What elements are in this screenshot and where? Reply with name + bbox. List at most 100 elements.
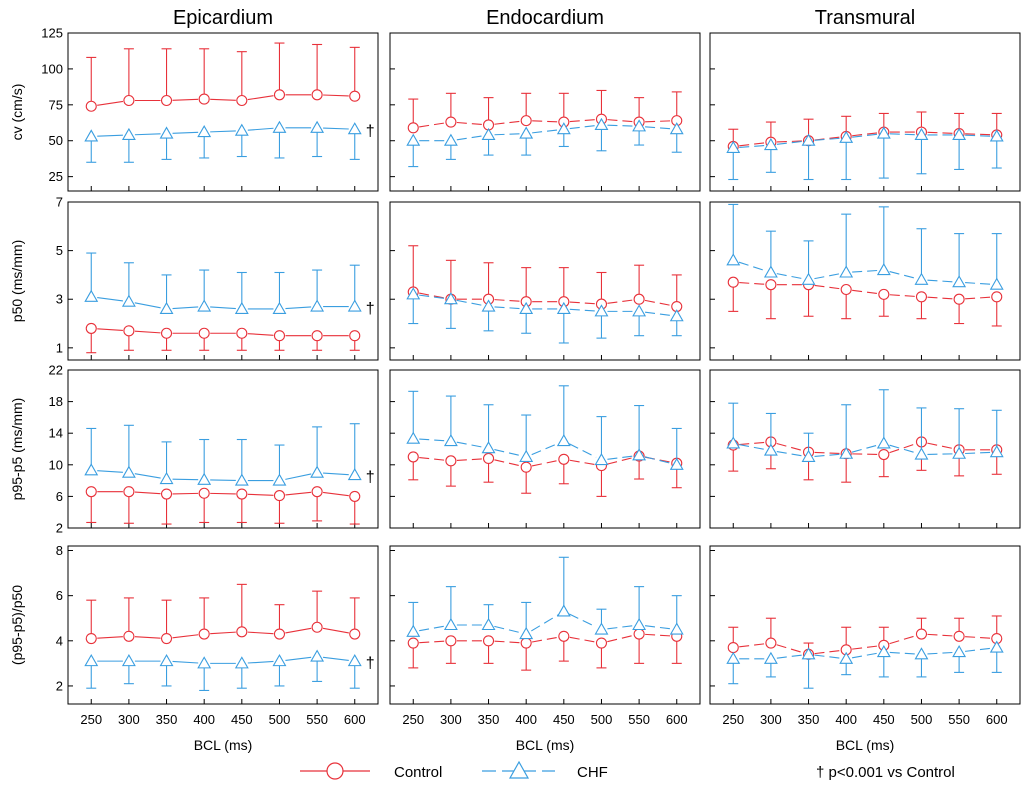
chf-point [84,289,99,302]
chf-point [876,262,891,276]
chf-line [285,306,312,310]
chf-line [814,137,841,141]
control-point [840,283,852,296]
control-point [160,327,173,339]
legend-chf-label: CHF [577,764,608,781]
chf-point [159,471,174,485]
y-tick-label: 22 [49,363,63,378]
chf-point [347,122,362,135]
panel [389,545,701,705]
y-tick-label: 10 [49,457,63,472]
chf-point [726,436,741,449]
chf-point [159,126,174,139]
control-line [965,133,991,136]
chf-line [285,656,312,661]
legend-control-marker [326,762,344,780]
y-tick-label: 14 [49,426,63,441]
chf-point [632,448,647,461]
control-line [210,631,236,635]
control-point [558,453,570,465]
panel-frame [709,545,1021,705]
control-point [482,452,495,465]
control-line [419,640,445,644]
control-line [172,492,199,495]
legend-chf-marker [508,760,530,779]
control-line [569,636,596,643]
control-point [953,293,965,305]
control-point [520,115,532,127]
chf-line [852,133,878,138]
control-point [236,488,248,500]
x-tick-label: 250 [402,712,424,727]
chf-point [801,133,816,146]
chf-line [607,124,634,127]
y-axis-label: (p95-p5)/p50 [9,585,25,665]
y-tick-label: 5 [56,243,63,258]
chf-line [531,614,559,632]
chf-line [323,472,349,476]
chf-point [914,272,929,285]
chf-point [272,120,287,133]
chf-line [644,456,672,464]
panel-frame [67,545,379,705]
chf-line [134,133,161,136]
chf-point [726,253,741,266]
chf-point [876,436,891,449]
control-point [445,635,457,647]
control-line [456,458,483,462]
chf-point [121,654,136,667]
control-line [607,299,634,304]
chf-point [556,301,571,315]
chf-point [443,617,458,631]
control-point [273,330,286,342]
control-point [236,94,248,107]
chf-point [594,622,609,635]
control-point [236,626,248,638]
control-point [198,93,210,105]
chf-point [481,299,496,312]
chf-point [989,129,1004,142]
control-point [273,490,286,502]
x-tick-label: 350 [478,712,500,727]
x-tick-label: 600 [986,712,1008,727]
control-line [531,636,559,643]
chf-line [247,660,274,664]
x-tick-label: 400 [515,712,537,727]
control-line [134,330,161,334]
x-tick-label: 350 [798,712,820,727]
chf-point [443,292,458,305]
chf-line [776,140,803,145]
chf-point [234,123,249,136]
panel-frame [709,369,1021,529]
chf-point [914,127,929,141]
x-tick-label: 300 [760,712,782,727]
y-tick-label: 2 [56,521,63,536]
control-line [607,457,634,465]
chf-line [927,453,954,455]
control-line [494,459,521,467]
control-point [311,486,323,498]
chf-point [159,301,174,315]
control-line [739,643,766,648]
control-point [198,327,210,339]
chf-line [569,308,596,312]
chf-point [272,301,287,315]
chf-point [839,651,854,664]
chf-line [419,625,446,632]
chf-point [952,127,967,141]
x-tick-label: 400 [835,712,857,727]
control-point [198,628,210,640]
control-line [322,627,349,634]
chf-line [851,444,879,453]
chf-point [801,449,816,462]
control-point [445,455,457,467]
control-point [123,486,135,498]
control-point [236,327,248,339]
chf-point [952,644,967,658]
y-tick-label: 75 [49,97,63,112]
control-line [494,640,521,644]
y-tick-label: 3 [56,292,63,307]
control-point [273,89,286,101]
control-point [123,325,135,337]
y-tick-label: 6 [56,489,63,504]
